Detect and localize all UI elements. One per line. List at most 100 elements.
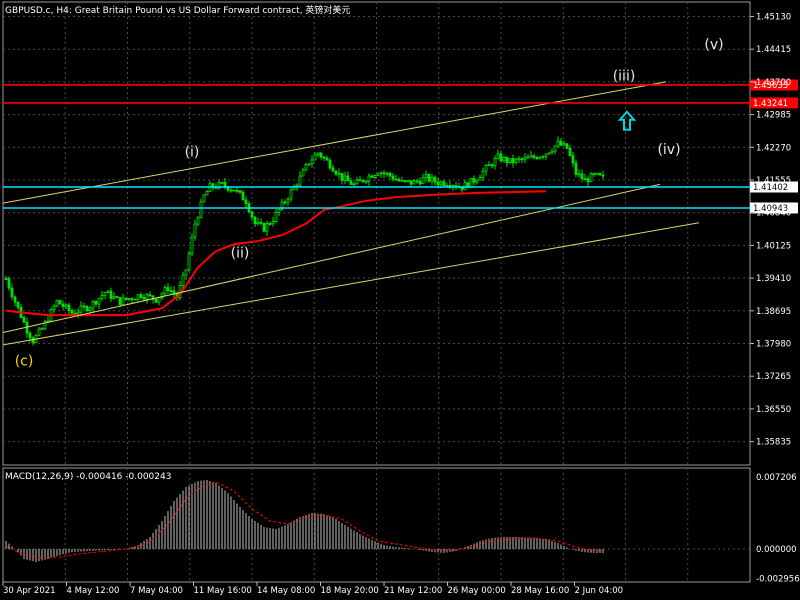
candle-body: [229, 189, 233, 192]
channel-lines: [2, 81, 700, 346]
price-tick-label: 1.38695: [756, 307, 791, 317]
candle-body: [148, 294, 152, 297]
candle-body: [133, 298, 137, 301]
candle-body: [367, 175, 371, 182]
candle-body: [250, 211, 254, 218]
candle-body: [262, 223, 266, 232]
candle-body: [145, 294, 149, 300]
candle-body: [76, 311, 80, 315]
candle-body: [91, 301, 95, 309]
candle-body: [484, 165, 488, 172]
candle-body: [322, 156, 326, 159]
price-tick-label: 1.42985: [756, 111, 791, 121]
price-tick-label: 1.42270: [756, 143, 791, 153]
candle-body: [394, 178, 398, 181]
candle-body: [73, 312, 77, 315]
candle-body: [205, 191, 209, 196]
candle-body: [79, 305, 83, 313]
macd-tick-label: 0.007206: [756, 473, 797, 483]
candle-body: [256, 221, 260, 225]
candle-body: [553, 145, 557, 152]
candle-body: [223, 181, 227, 187]
candle-body: [481, 170, 485, 178]
wave-label: (iii): [613, 69, 636, 85]
price-tick-label: 1.41555: [756, 176, 791, 186]
candle-body: [400, 180, 404, 182]
candle-body: [331, 167, 335, 172]
candle-body: [184, 269, 188, 276]
candle-body: [472, 177, 476, 183]
candle-body: [532, 155, 536, 158]
candle-body: [574, 162, 578, 175]
candle-body: [403, 180, 407, 182]
chart-title: GBPUSD.c, H4: Great Britain Pound vs US …: [5, 6, 351, 16]
candle-body: [181, 274, 185, 287]
candle-body: [100, 294, 104, 299]
candle-body: [4, 278, 8, 280]
wave-labels: (i) (ii) (iii) (iv) (v) (c): [15, 37, 724, 369]
candle-body: [592, 173, 596, 175]
candle-body: [193, 223, 197, 238]
candle-body: [406, 180, 410, 183]
candle-body: [7, 278, 11, 289]
candle-body: [253, 216, 257, 225]
main-grid: [2, 1, 751, 466]
candle-body: [562, 143, 566, 146]
candle-body: [286, 198, 290, 203]
candle-body: [571, 155, 575, 164]
candle-body: [142, 297, 146, 300]
candle-body: [547, 152, 551, 155]
candle-body: [469, 177, 473, 188]
candle-body: [526, 156, 530, 159]
candle-body: [385, 172, 389, 175]
candle-body: [187, 253, 191, 271]
candle-body: [160, 293, 164, 299]
candle-body: [43, 320, 47, 329]
candle-body: [601, 174, 605, 177]
candle-body: [241, 191, 245, 201]
candle-body: [568, 147, 572, 156]
candle-body: [379, 172, 383, 175]
candle-body: [358, 179, 362, 182]
candle-body: [334, 170, 338, 175]
candle-body: [397, 178, 401, 182]
candle-body: [361, 179, 365, 182]
candle-body: [565, 143, 569, 149]
time-axis-label: 14 May 08:00: [257, 586, 315, 596]
candle-body: [478, 177, 482, 181]
candle-body: [298, 175, 302, 186]
resistance-level-tag: [750, 97, 798, 109]
candle-body: [529, 155, 533, 158]
support-level-label: 1.40943: [753, 204, 788, 214]
candle-body: [430, 176, 434, 182]
candle-body: [112, 296, 116, 299]
candle-body: [283, 201, 287, 204]
time-axis-label: 30 Apr 2021: [3, 586, 56, 596]
candle-body: [517, 158, 521, 161]
candle-body: [94, 301, 98, 305]
candle-body: [343, 175, 347, 181]
candles: [4, 136, 605, 346]
candle-body: [28, 332, 32, 339]
price-tick-label: 1.43700: [756, 78, 791, 88]
candle-body: [388, 172, 392, 177]
candle-body: [10, 287, 14, 298]
candle-body: [586, 178, 590, 183]
horizontal-levels: 1.43633 1.43241 1.41402 1.40943: [3, 79, 798, 214]
candle-body: [13, 296, 17, 303]
price-tick-label: 1.36550: [756, 405, 791, 415]
candle-body: [61, 303, 65, 308]
candle-body: [577, 173, 581, 176]
up-arrow-shape: [617, 110, 637, 131]
candle-body: [136, 294, 140, 300]
candle-body: [244, 199, 248, 204]
candle-body: [277, 208, 281, 213]
candle-body: [118, 296, 122, 305]
price-tick-label: 1.45130: [756, 13, 791, 23]
candle-body: [97, 297, 101, 305]
candle-body: [346, 175, 350, 182]
candle-body: [511, 158, 515, 164]
candle-body: [37, 328, 41, 336]
candle-body: [265, 223, 269, 232]
